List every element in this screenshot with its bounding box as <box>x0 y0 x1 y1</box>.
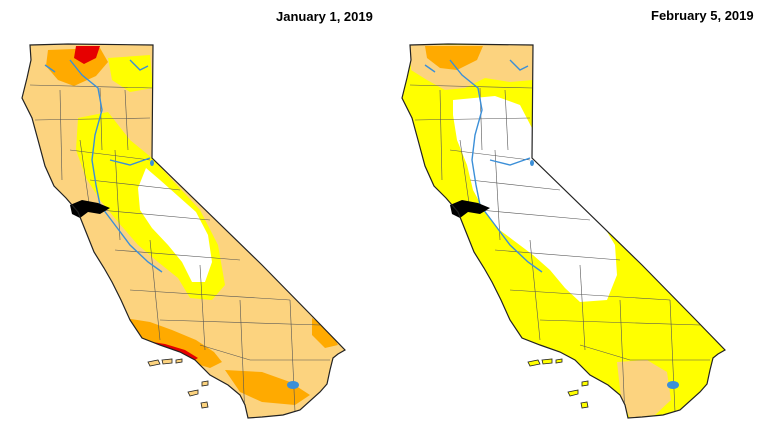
tahoe-lake <box>150 160 154 166</box>
county-lines <box>29 84 330 418</box>
salton-sea <box>667 381 679 389</box>
county-lines <box>409 84 710 418</box>
channel-islands <box>527 358 589 409</box>
rivers <box>424 59 543 273</box>
map-title-february: February 5, 2019 <box>651 8 754 23</box>
ca-state-outline <box>21 43 346 419</box>
severe-drought-south <box>225 370 310 405</box>
drought-map-february <box>385 0 770 433</box>
severe-drought-socal <box>125 318 222 368</box>
no-drought-central <box>453 96 617 302</box>
sf-bay <box>70 200 110 218</box>
moderate-drought-south <box>617 360 671 418</box>
rivers <box>44 59 163 273</box>
no-drought-central <box>138 168 212 282</box>
extreme-drought-north <box>74 46 100 64</box>
abnormally-dry-north <box>108 55 153 92</box>
tahoe-lake <box>530 160 534 166</box>
ca-state-outline <box>401 43 726 419</box>
severe-drought-north <box>425 46 483 70</box>
severe-drought-east <box>312 318 338 348</box>
sf-bay <box>450 200 490 218</box>
drought-map-january <box>21 43 346 419</box>
map-title-january: January 1, 2019 <box>276 9 373 24</box>
channel-islands <box>147 358 209 409</box>
salton-sea <box>287 381 299 389</box>
